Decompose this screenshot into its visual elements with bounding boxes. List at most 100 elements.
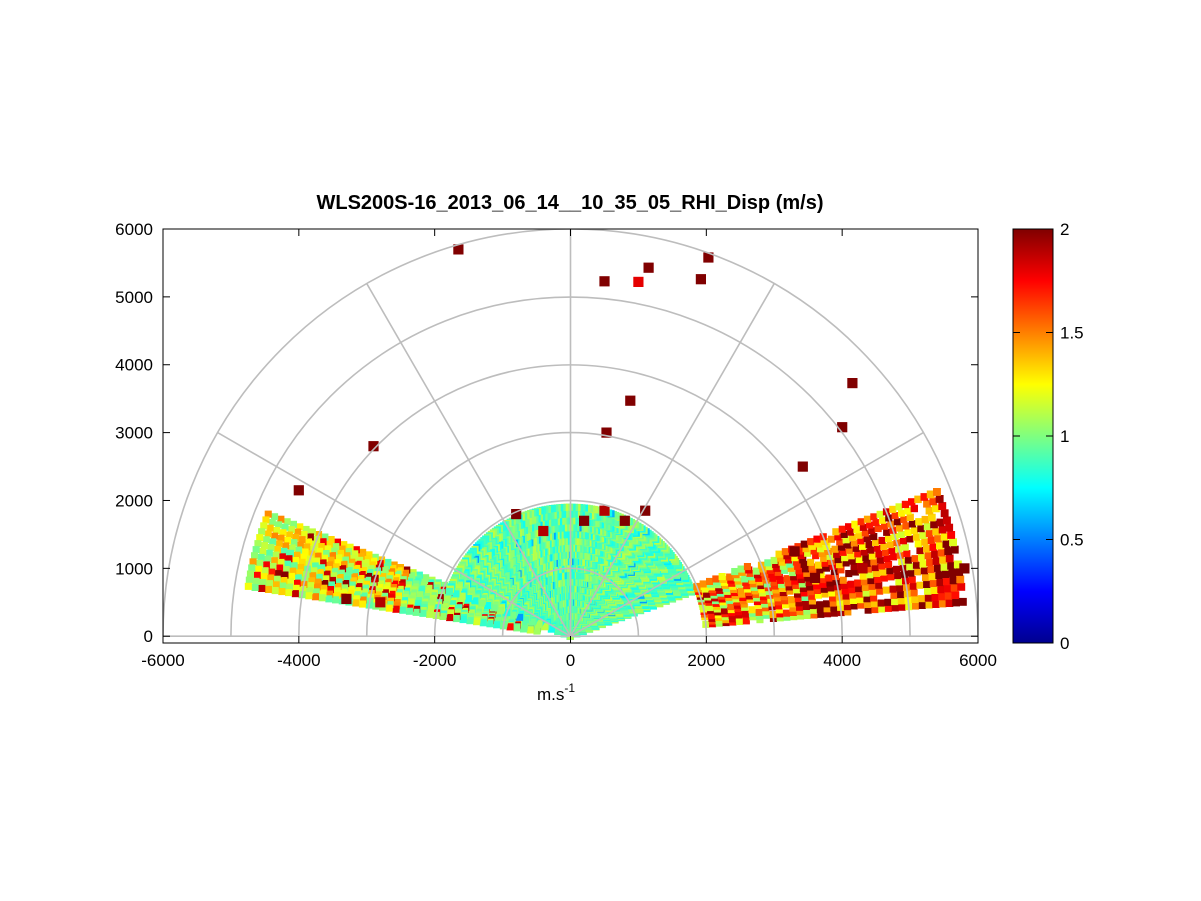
data-cell: [804, 574, 812, 582]
data-cell: [808, 592, 816, 600]
data-cell: [782, 601, 790, 609]
data-cell: [330, 572, 338, 580]
data-cell: [899, 537, 907, 545]
data-cell: [307, 577, 315, 585]
data-cell: [293, 551, 301, 559]
data-cell: [857, 601, 865, 609]
data-cell: [831, 545, 839, 553]
data-cell: [851, 568, 859, 576]
data-cell: [776, 614, 784, 622]
data-cell: [352, 599, 360, 607]
data-cell: [850, 602, 858, 610]
colorbar-tick-label: 0.5: [1060, 531, 1084, 550]
data-cell: [359, 596, 367, 604]
data-cell: [426, 610, 434, 618]
data-cell: [897, 591, 905, 599]
data-cell-highlight: [797, 461, 808, 472]
data-cell: [759, 589, 767, 597]
data-cell: [346, 562, 354, 570]
data-cell: [352, 595, 360, 603]
data-cell: [264, 530, 272, 538]
data-cell: [360, 592, 368, 600]
data-cell: [915, 518, 923, 526]
data-cell: [325, 595, 333, 603]
data-cell: [800, 560, 808, 568]
data-cell: [473, 618, 481, 626]
data-cell: [778, 558, 786, 566]
data-cell: [898, 509, 906, 517]
data-cell: [849, 534, 857, 542]
x-axis: -6000 -4000 -2000 0 2000 4000 6000: [141, 229, 997, 670]
data-cell: [900, 516, 908, 524]
data-cell: [419, 609, 427, 617]
data-cell: [326, 561, 334, 569]
data-cell: [855, 585, 863, 593]
data-cell: [807, 588, 815, 596]
data-cell: [807, 558, 815, 566]
data-cell: [339, 565, 347, 573]
data-cell: [940, 509, 949, 518]
data-cell: [891, 604, 899, 612]
data-cell: [919, 560, 927, 568]
data-cell: [260, 522, 268, 530]
data-cell: [800, 589, 808, 597]
data-cell: [953, 560, 962, 569]
data-cell: [823, 605, 831, 613]
data-cell: [294, 528, 302, 536]
data-cell: [788, 600, 796, 608]
data-cell: [803, 569, 811, 577]
data-cell: [861, 583, 869, 591]
data-cell: [367, 565, 375, 573]
data-cell: [814, 591, 822, 599]
data-cell: [871, 564, 879, 572]
data-cell: [829, 594, 837, 602]
data-cell: [358, 600, 366, 608]
data-cell: [477, 599, 485, 607]
data-cell: [368, 561, 376, 569]
data-cell: [322, 575, 330, 583]
data-cell: [952, 598, 960, 607]
data-cell: [806, 583, 814, 591]
data-cell: [486, 620, 494, 628]
data-cell: [838, 525, 846, 533]
data-cell: [313, 557, 321, 565]
data-cell: [927, 536, 936, 544]
data-cell: [754, 571, 762, 579]
data-cell: [802, 545, 810, 553]
data-cell: [253, 571, 261, 579]
data-cell: [949, 576, 958, 585]
data-cell: [810, 547, 818, 555]
data-cell: [922, 573, 930, 582]
data-cell: [800, 540, 808, 548]
data-cell: [772, 586, 780, 594]
data-cell: [863, 595, 871, 603]
data-cell: [753, 598, 761, 606]
data-cell: [703, 590, 711, 598]
data-cell: [927, 565, 935, 574]
data-cell: [940, 563, 949, 571]
data-cell: [819, 580, 827, 588]
data-cell: [381, 592, 389, 600]
data-cell: [345, 567, 353, 575]
data-cell: [731, 568, 739, 576]
data-cell: [371, 553, 379, 561]
data-cell: [333, 558, 341, 566]
data-cell: [824, 610, 832, 618]
data-cell: [883, 554, 891, 562]
data-cell: [520, 625, 528, 633]
data-cell: [280, 577, 288, 585]
data-cell: [268, 568, 276, 576]
data-cell: [909, 582, 917, 590]
data-cell: [885, 561, 893, 569]
data-cell: [859, 523, 867, 531]
data-cell: [798, 580, 806, 588]
data-cell: [908, 498, 916, 506]
data-cell: [804, 549, 812, 557]
data-cell: [830, 604, 838, 612]
data-cell: [328, 552, 336, 560]
data-cell: [392, 605, 400, 613]
data-cell: [785, 583, 793, 591]
data-cell: [365, 551, 373, 559]
data-cell: [755, 608, 763, 616]
data-cell: [805, 578, 813, 586]
